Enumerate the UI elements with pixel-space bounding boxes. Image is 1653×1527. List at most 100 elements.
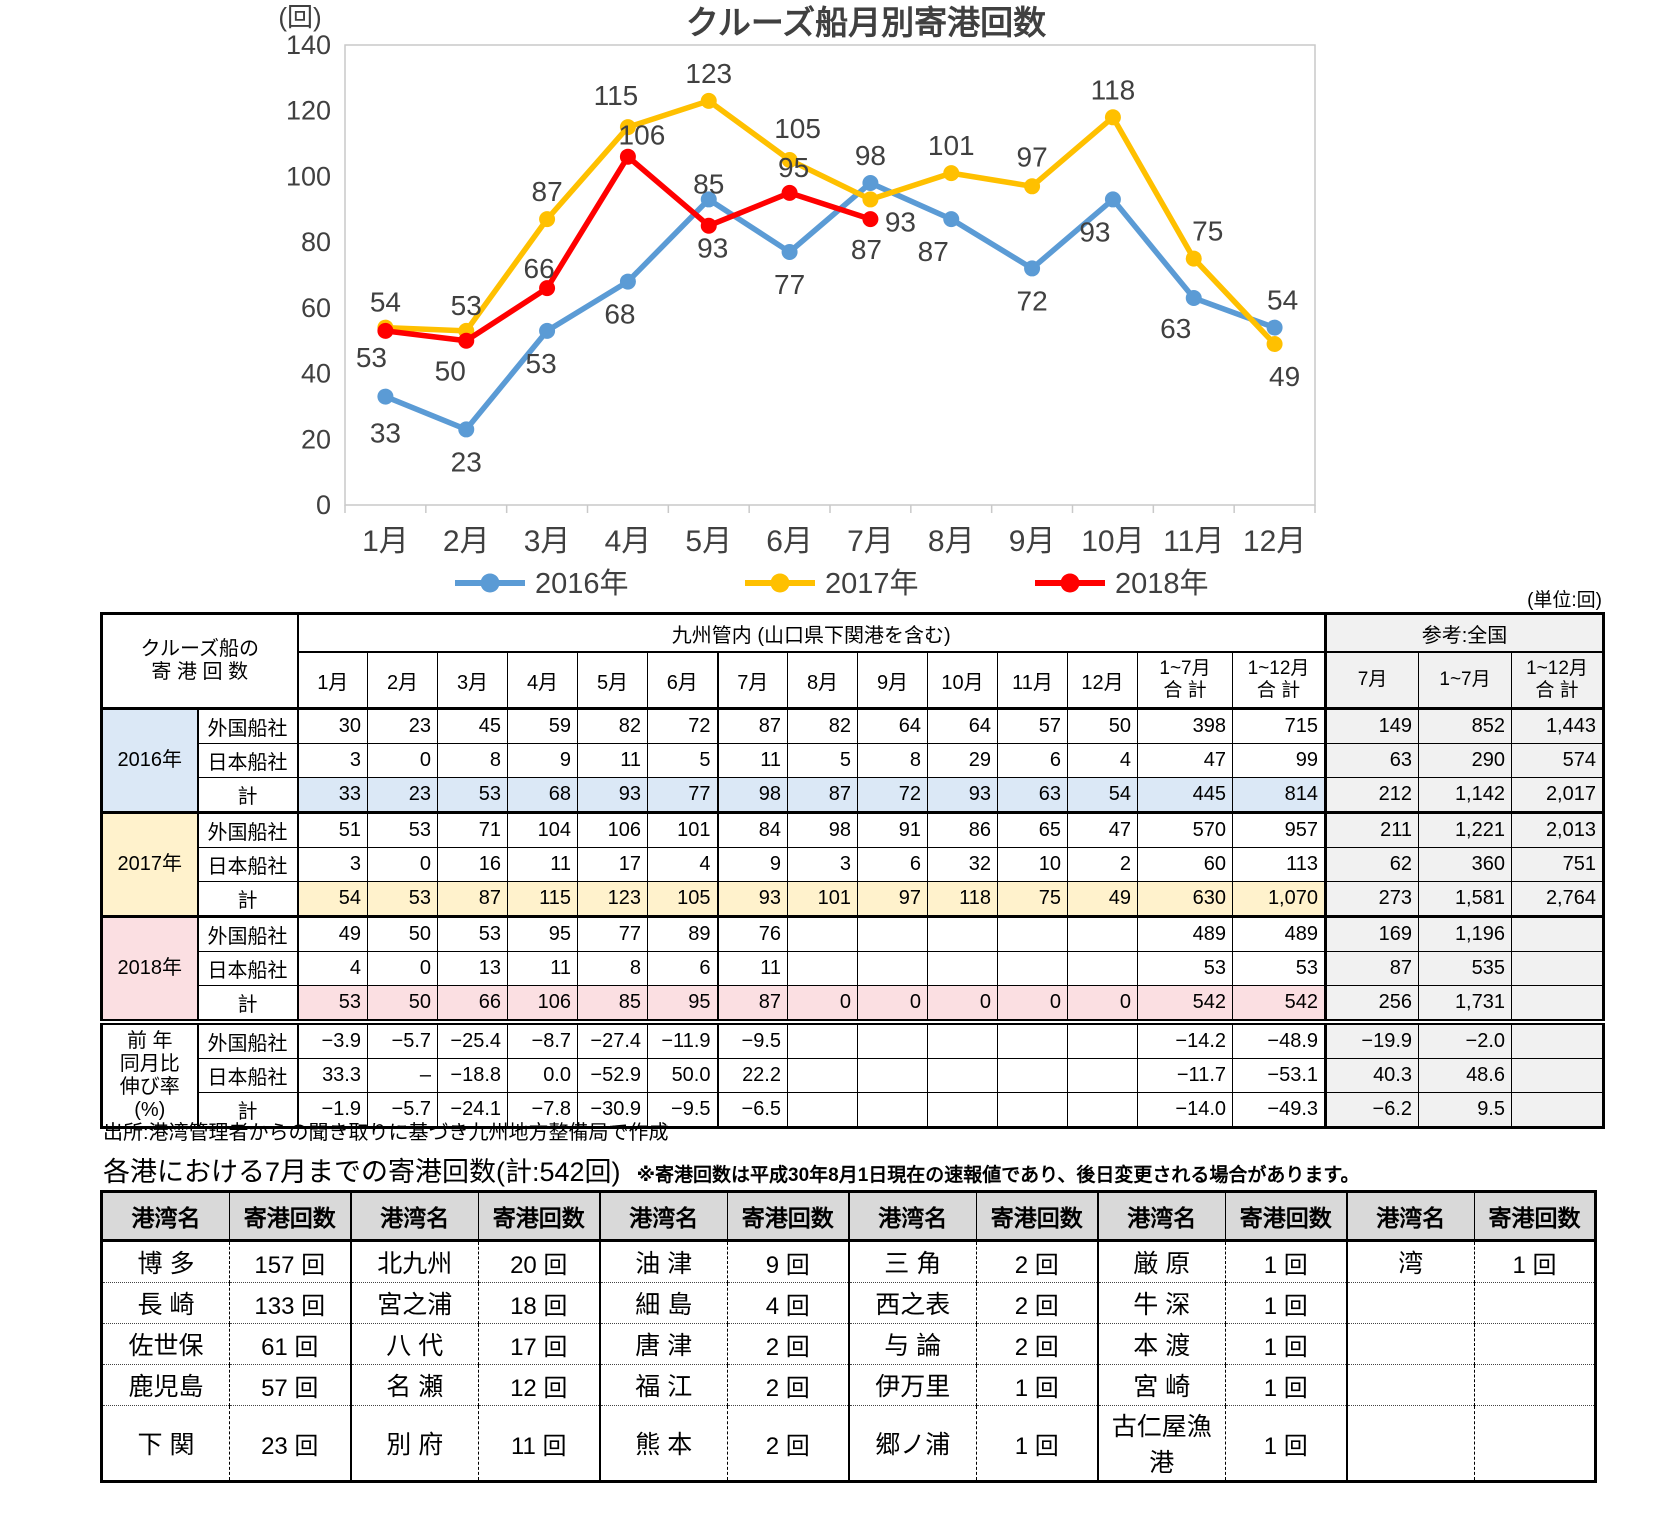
data-label: 93 — [885, 206, 916, 237]
value-cell — [1067, 1092, 1138, 1128]
row-label-cell: 外国船社 — [196, 1019, 299, 1059]
value-cell: 53 — [437, 777, 508, 813]
port-count-cell: 1 回 — [1225, 1405, 1348, 1482]
ports-title-note: ※寄港回数は平成30年8月1日現在の速報値であり、後日変更される場合があります。 — [636, 1165, 1360, 1186]
value-cell: 1,142 — [1418, 777, 1512, 813]
data-point-marker — [943, 211, 960, 228]
value-cell: 957 — [1232, 811, 1326, 848]
value-cell: −5.7 — [367, 1092, 438, 1128]
value-cell: 98 — [787, 811, 858, 848]
table-row: 日本船社 3 0 8 9 11 5 11 5 8 29 6 4 47 99 63 290 574 — [102, 743, 1604, 778]
value-cell: 8 — [437, 743, 508, 778]
value-cell: −6.2 — [1324, 1092, 1419, 1128]
port-name-cell: 長 崎 — [101, 1282, 230, 1324]
series-line-2017年 — [382, 98, 1278, 347]
year-label-cell: 2016年 — [101, 707, 198, 813]
port-count-header: 寄港回数 — [1474, 1191, 1597, 1242]
month-column-header: 12月 — [1067, 651, 1138, 710]
port-name-cell: 唐 津 — [599, 1323, 728, 1365]
port-count-cell: 1 回 — [1225, 1323, 1348, 1365]
port-count-cell: 1 回 — [1225, 1240, 1348, 1283]
value-cell: 2,013 — [1511, 811, 1604, 848]
data-label: 93 — [1079, 216, 1110, 247]
y-axis-tick-label: 0 — [316, 490, 331, 520]
value-cell: 87 — [716, 985, 788, 1023]
table-row: 2016年 外国船社 30 23 45 59 82 72 87 82 64 64 57 50 398 715 1… — [101, 707, 1604, 813]
value-cell: 0 — [367, 743, 438, 778]
value-cell: 23 — [367, 707, 438, 744]
value-cell: 6 — [857, 847, 928, 882]
legend-label: 2017年 — [825, 567, 919, 600]
value-cell — [997, 1092, 1068, 1128]
port-count-cell — [1474, 1323, 1597, 1365]
value-cell: 0 — [367, 847, 438, 882]
month-column-header: 7月 — [716, 651, 788, 710]
month-column-header: 10月 — [927, 651, 998, 710]
monthly-port-calls-chart: クルーズ船月別寄港回数 (回) 0 20 40 60 80 100 120 140 1月 2月 3月 4月… — [0, 0, 1653, 606]
value-cell — [1067, 1058, 1138, 1093]
value-cell — [857, 1058, 928, 1093]
value-cell: 101 — [787, 881, 858, 917]
data-point-marker — [862, 191, 879, 208]
value-cell: 489 — [1137, 915, 1233, 952]
value-cell: 87 — [1324, 951, 1419, 986]
value-cell: 10 — [997, 847, 1068, 882]
value-cell: 53 — [437, 915, 508, 952]
value-cell: 50.0 — [647, 1058, 718, 1093]
port-count-cell: 1 回 — [976, 1405, 1099, 1482]
port-name-cell: 郷ノ浦 — [848, 1405, 977, 1482]
value-cell: 50 — [367, 915, 438, 952]
value-cell: −19.9 — [1324, 1019, 1419, 1059]
value-cell — [787, 951, 858, 986]
value-cell: 3 — [296, 847, 368, 882]
value-cell: 11 — [716, 743, 788, 778]
value-cell: 87 — [787, 777, 858, 813]
value-cell: 6 — [647, 951, 718, 986]
port-count-cell: 9 回 — [727, 1240, 850, 1283]
value-cell — [787, 1058, 858, 1093]
value-cell — [1511, 1058, 1604, 1093]
port-name-cell: 福 江 — [599, 1364, 728, 1406]
data-label: 87 — [532, 176, 563, 207]
value-cell: 77 — [647, 777, 718, 813]
value-cell: 82 — [787, 707, 858, 744]
port-count-cell: 12 回 — [478, 1364, 601, 1406]
value-cell — [1067, 915, 1138, 952]
value-cell: 2,017 — [1511, 777, 1604, 813]
value-cell: 47 — [1137, 743, 1233, 778]
value-cell: 1,070 — [1232, 881, 1326, 917]
value-cell: 48.6 — [1418, 1058, 1512, 1093]
value-cell — [927, 915, 998, 952]
port-count-cell: 1 回 — [1474, 1240, 1597, 1283]
value-cell: 99 — [1232, 743, 1326, 778]
port-name-cell: 湾 — [1346, 1240, 1475, 1283]
port-count-header: 寄港回数 — [976, 1191, 1099, 1242]
data-label: 53 — [356, 342, 387, 373]
table-row: 計 −1.9 −5.7 −24.1 −7.8 −30.9 −9.5 −6.5 −14.0 −49.… — [102, 1092, 1604, 1128]
row-label-cell: 外国船社 — [196, 915, 299, 952]
data-label: 98 — [855, 140, 886, 171]
value-cell: 76 — [716, 915, 788, 952]
value-cell: 63 — [1324, 743, 1419, 778]
data-label: 97 — [1017, 141, 1048, 172]
x-axis-tick-label: 9月 — [1009, 525, 1056, 558]
value-cell: 8 — [577, 951, 648, 986]
value-cell — [927, 1092, 998, 1128]
data-label: 75 — [1192, 216, 1223, 247]
value-cell: 105 — [647, 881, 718, 917]
value-cell: 11 — [716, 951, 788, 986]
value-cell: 256 — [1324, 985, 1419, 1023]
port-count-cell: 18 回 — [478, 1282, 601, 1324]
x-axis-tick-label: 7月 — [847, 525, 894, 558]
month-column-header: 5月 — [577, 651, 648, 710]
value-cell: 169 — [1324, 915, 1419, 952]
port-name-cell: 宮 崎 — [1097, 1364, 1226, 1406]
value-cell — [787, 1019, 858, 1059]
data-label: 77 — [774, 269, 805, 300]
data-label: 54 — [1267, 285, 1298, 316]
header-row: 港湾名 寄港回数 港湾名 寄港回数 港湾名 寄港回数 港湾名 寄港回数 港湾名 寄港回数 港湾名 寄港… — [101, 1191, 1597, 1242]
month-column-header: 3月 — [437, 651, 508, 710]
value-cell: −2.0 — [1418, 1019, 1512, 1059]
port-count-cell: 11 回 — [478, 1405, 601, 1482]
data-label: 66 — [524, 253, 555, 284]
